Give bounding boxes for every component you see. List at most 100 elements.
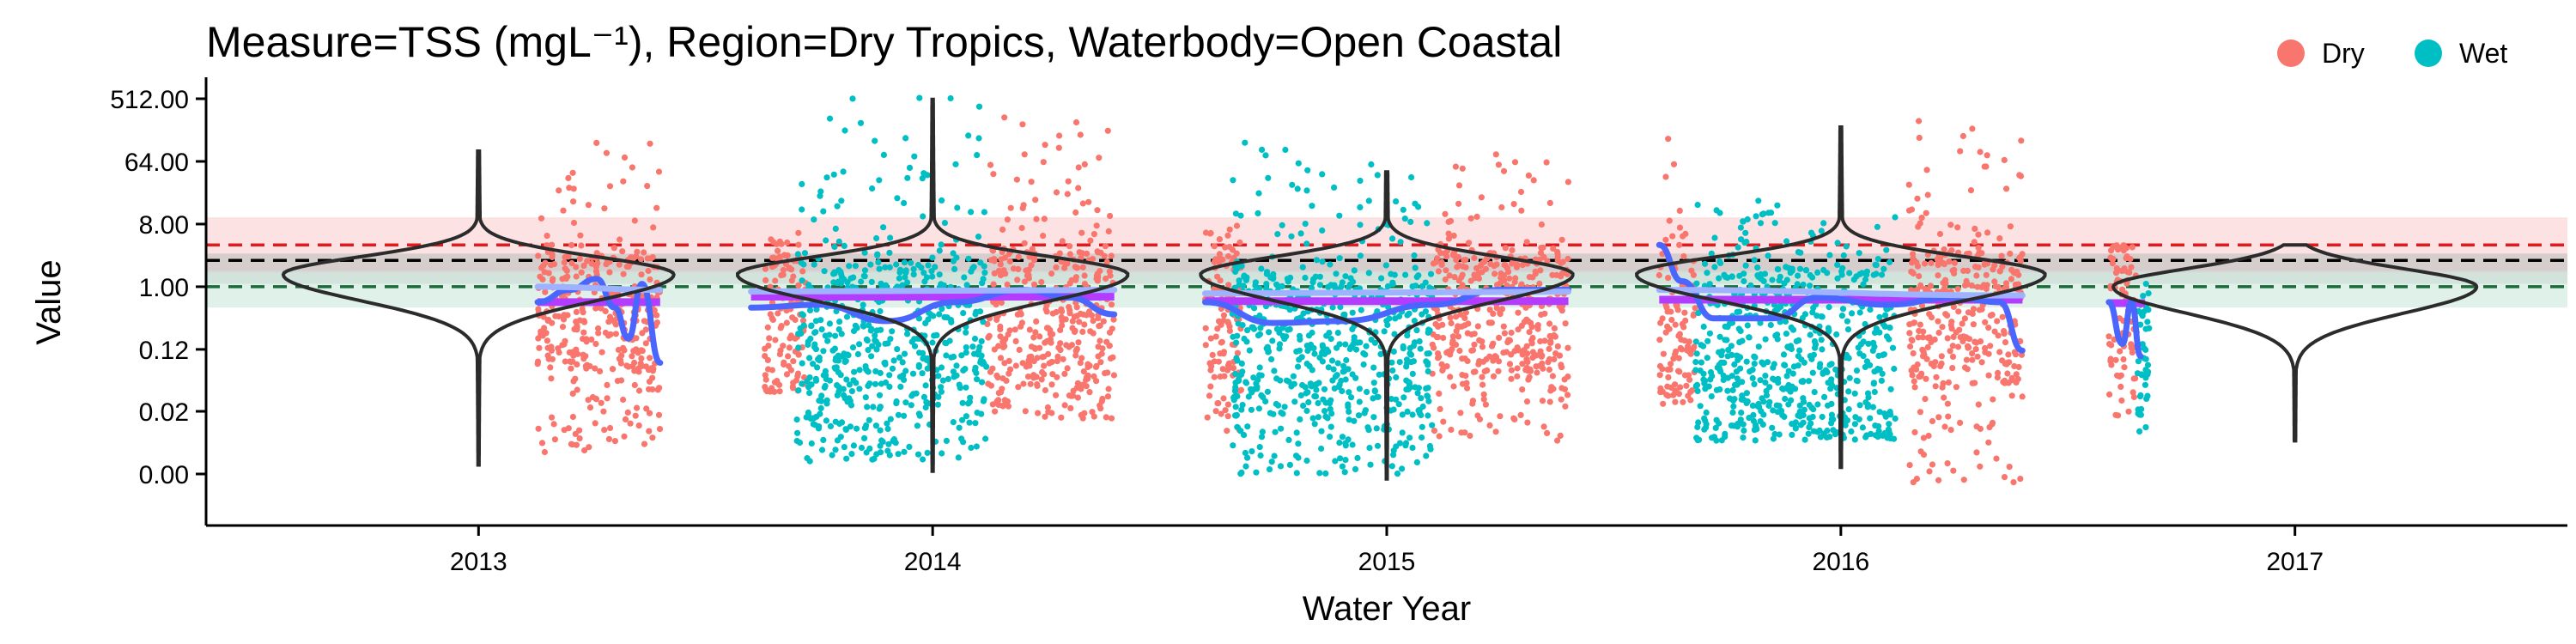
violin-2015: [1199, 170, 1575, 481]
data-point: [835, 357, 842, 364]
data-point: [611, 318, 618, 325]
data-point: [1672, 321, 1679, 328]
data-point: [776, 238, 783, 245]
data-point: [1406, 310, 1413, 317]
data-point: [646, 428, 653, 434]
data-point: [770, 254, 777, 261]
data-point: [939, 377, 946, 384]
data-point: [1461, 314, 1468, 322]
data-point: [939, 306, 945, 313]
data-point: [997, 325, 1004, 333]
data-point: [1720, 376, 1727, 384]
data-point: [643, 405, 650, 412]
data-point: [1078, 355, 1085, 361]
data-point: [832, 332, 839, 339]
data-point: [1216, 251, 1223, 258]
data-point: [1409, 444, 1416, 452]
data-point: [1066, 392, 1072, 399]
data-point: [1255, 210, 1261, 216]
data-point: [1754, 264, 1761, 271]
x-tick-label: 2014: [904, 548, 962, 576]
data-point: [1286, 461, 1293, 469]
data-point: [991, 256, 998, 263]
data-point: [1382, 262, 1389, 269]
data-point: [1538, 311, 1545, 319]
violin-2013: [281, 149, 676, 467]
data-point: [1074, 264, 1081, 271]
data-point: [2003, 360, 2010, 367]
data-point: [1954, 224, 1961, 231]
data-point: [1517, 411, 1524, 418]
data-point: [1754, 403, 1761, 410]
data-point: [561, 259, 568, 266]
data-point: [1237, 386, 1244, 393]
data-point: [1935, 329, 1942, 337]
data-point: [559, 324, 567, 331]
data-point: [1461, 322, 1468, 329]
data-point: [1299, 381, 1306, 389]
data-point: [1533, 363, 1540, 370]
data-point: [1381, 328, 1388, 335]
data-point: [1004, 216, 1011, 223]
data-point: [535, 252, 542, 259]
data-point: [1374, 442, 1382, 449]
data-point: [1703, 409, 1710, 416]
data-point: [892, 440, 899, 447]
data-point: [1736, 308, 1743, 315]
data-point: [617, 236, 623, 243]
data-point: [1364, 388, 1370, 396]
data-point: [1954, 343, 1962, 350]
data-point: [1558, 364, 1565, 371]
data-point: [2135, 358, 2142, 365]
data-point: [812, 377, 820, 384]
data-point: [904, 279, 911, 286]
data-point: [1048, 270, 1055, 277]
data-point: [2113, 242, 2120, 249]
data-point: [1681, 309, 1688, 316]
data-point: [1256, 444, 1263, 451]
data-point: [1920, 451, 1928, 459]
data-point: [1742, 262, 1749, 269]
data-point: [538, 215, 545, 222]
data-point: [2015, 281, 2022, 288]
data-point: [1266, 329, 1273, 336]
x-tick-label: 2013: [450, 548, 507, 576]
data-point: [904, 174, 911, 181]
data-point: [1729, 409, 1736, 416]
data-point: [861, 267, 869, 274]
data-point: [1297, 336, 1303, 343]
data-point: [866, 416, 872, 423]
trend-line: [2105, 299, 2144, 360]
data-point: [1095, 315, 1102, 322]
data-point: [1039, 368, 1046, 376]
data-point: [795, 282, 802, 289]
data-point: [878, 326, 884, 333]
data-point: [1797, 249, 1804, 256]
data-point: [2115, 412, 2122, 419]
data-point: [1209, 351, 1216, 358]
data-point: [2106, 391, 2113, 398]
data-point: [1025, 357, 1032, 364]
data-point: [1774, 202, 1781, 209]
data-point: [1780, 351, 1788, 358]
violins: [281, 97, 2479, 481]
data-point: [1746, 334, 1753, 341]
data-point: [1425, 326, 1432, 333]
data-point: [1562, 403, 1569, 410]
data-point: [1750, 411, 1757, 418]
data-point: [1002, 336, 1009, 343]
data-point: [534, 358, 542, 365]
data-point: [928, 268, 935, 275]
data-point: [627, 420, 634, 427]
data-point: [1944, 335, 1951, 342]
data-point: [1818, 337, 1825, 343]
data-point: [1026, 326, 1033, 333]
data-point: [794, 251, 802, 258]
data-point: [566, 185, 573, 191]
data-point: [1707, 368, 1715, 376]
data-point: [2123, 245, 2129, 252]
data-point: [780, 343, 787, 349]
data-point: [787, 335, 793, 342]
data-point: [1443, 267, 1449, 274]
data-point: [1928, 259, 1935, 266]
